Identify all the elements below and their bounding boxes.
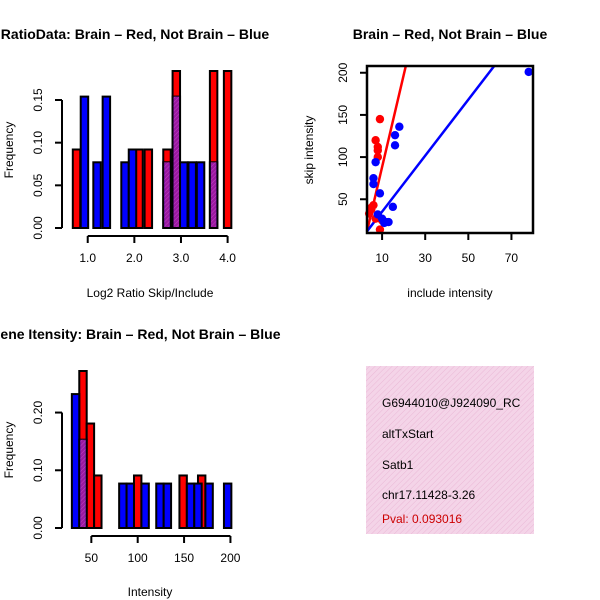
intensity-histogram-panel: Gene Itensity: Brain – Red, Not Brain – … xyxy=(0,326,281,599)
ratio_hist-brain-bar-6 xyxy=(222,70,233,229)
scatter-y-tick-label-3: 200 xyxy=(336,62,350,82)
intensity_hist-overlap-bar-0 xyxy=(80,439,86,527)
intensity_hist-brain-bar-2 xyxy=(93,474,103,530)
intensity_hist-brain-bar-1 xyxy=(85,422,96,529)
intensity-scatter-ylabel: skip intensity xyxy=(302,116,316,185)
ratio_hist-y-tick-label-0: 0.00 xyxy=(31,216,45,240)
intensity-scatter-xlabel: include intensity xyxy=(407,286,492,300)
info-gene-name: Satb1 xyxy=(382,458,414,472)
intensity_hist-y-tick-label-2: 0.20 xyxy=(31,401,45,425)
ratio-histogram-axes: 1.0 2.0 3.0 4.0 0.00 0.05 0.10 0.15 xyxy=(31,88,236,265)
intensity_hist-not-brain-bar-10 xyxy=(222,482,233,529)
intensity_hist-not-brain-bar-5 xyxy=(155,482,165,529)
ratio_hist-not-brain-bar-8 xyxy=(187,161,197,230)
intensity_hist-x-tick-label-0: 50 xyxy=(85,551,99,565)
intensity_hist-y-tick-label-0: 0.00 xyxy=(31,516,45,540)
scatter-y-tick-label-1: 100 xyxy=(336,147,350,167)
intensity_hist-not-brain-bar-9 xyxy=(204,482,214,529)
scatter-not-brain-point-12 xyxy=(395,122,404,131)
scatter-not-brain-point-9 xyxy=(388,202,398,212)
ratio-histogram-bars xyxy=(71,70,233,230)
intensity_hist-not-brain-bar-2 xyxy=(118,482,128,529)
scatter-x-tick-label-1: 30 xyxy=(419,251,433,265)
scatter-not-brain-fit-line xyxy=(366,65,496,233)
info-box: G6944010@J924090_RC altTxStart Satb1 chr… xyxy=(366,366,534,534)
scatter-not-brain-point-13 xyxy=(524,67,533,77)
scatter-not-brain-point-8 xyxy=(384,217,393,227)
ratio_hist-not-brain-bar-3 xyxy=(120,161,130,230)
info-event-type: altTxStart xyxy=(382,427,434,441)
intensity_hist-x-tick-label-1: 100 xyxy=(128,551,148,565)
intensity-histogram-title: Gene Itensity: Brain – Red, Not Brain – … xyxy=(0,326,281,342)
intensity-histogram-bars xyxy=(70,370,233,530)
intensity-scatter-title: Brain – Red, Not Brain – Blue xyxy=(353,26,548,42)
scatter-x-tick-label-3: 70 xyxy=(505,251,519,265)
scatter-not-brain-point-0 xyxy=(369,173,378,183)
ratio-histogram-xlabel: Log2 Ratio Skip/Include xyxy=(87,286,214,300)
ratio-histogram-panel: RatioData: Brain – Red, Not Brain – Blue… xyxy=(1,26,270,300)
scatter-x-tick-label-2: 50 xyxy=(462,251,476,265)
intensity_hist-y-tick-label-1: 0.10 xyxy=(31,458,45,482)
ratio_hist-not-brain-bar-9 xyxy=(195,161,206,230)
ratio_hist-y-tick-label-2: 0.10 xyxy=(31,131,45,155)
ratio_hist-not-brain-bar-0 xyxy=(79,95,90,229)
ratio_hist-y-tick-label-1: 0.05 xyxy=(31,173,45,197)
intensity-scatter-panel: Brain – Red, Not Brain – Blue 10 30 50 70 50… xyxy=(302,26,547,300)
intensity_hist-not-brain-bar-7 xyxy=(185,482,196,529)
ratio_hist-x-tick-label-1: 2.0 xyxy=(126,251,143,265)
intensity-scatter-axes: 10 30 50 70 50 100 150 200 xyxy=(336,62,535,265)
info-box-background xyxy=(366,366,534,534)
ratio_hist-y-tick-label-3: 0.15 xyxy=(31,88,45,112)
scatter-brain-point-8 xyxy=(373,142,382,152)
ratio_hist-not-brain-bar-1 xyxy=(92,161,102,230)
ratio_hist-not-brain-bar-2 xyxy=(101,95,112,229)
ratio_hist-x-tick-label-2: 3.0 xyxy=(173,251,190,265)
scatter-y-tick-label-0: 50 xyxy=(336,192,350,206)
ratio_hist-overlap-bar-4 xyxy=(173,96,180,227)
intensity_hist-not-brain-bar-4 xyxy=(140,482,150,529)
scatter-y-tick-label-2: 150 xyxy=(336,105,350,125)
scatter-not-brain-point-10 xyxy=(390,141,400,150)
scatter-not-brain-point-1 xyxy=(369,179,378,189)
intensity_hist-not-brain-bar-8 xyxy=(193,482,203,529)
intensity_hist-brain-bar-3 xyxy=(132,474,143,530)
intensity-histogram-xlabel: Intensity xyxy=(128,585,173,599)
intensity-histogram-ylabel: Frequency xyxy=(2,422,16,479)
intensity-histogram-axes: 50 100 150 200 0.00 0.10 0.20 xyxy=(31,401,241,565)
ratio_hist-brain-bar-0 xyxy=(71,148,82,229)
intensity_hist-x-tick-label-3: 200 xyxy=(220,551,240,565)
scatter-brain-point-10 xyxy=(375,225,385,234)
scatter-not-brain-point-4 xyxy=(375,189,385,198)
scatter-brain-point-3 xyxy=(369,200,378,210)
intensity_hist-brain-bar-4 xyxy=(178,474,188,530)
ratio_hist-not-brain-bar-7 xyxy=(179,161,189,230)
scatter-x-tick-label-0: 10 xyxy=(375,251,389,265)
ratio_hist-overlap-bar-5 xyxy=(210,162,217,227)
scatter-brain-point-9 xyxy=(375,114,385,124)
intensity-scatter-marks xyxy=(364,65,533,234)
scatter-not-brain-point-2 xyxy=(371,157,380,167)
ratio_hist-x-tick-label-0: 1.0 xyxy=(79,251,96,265)
ratio-histogram-title: RatioData: Brain – Red, Not Brain – Blue xyxy=(1,26,270,42)
info-pval: Pval: 0.093016 xyxy=(382,512,462,526)
scatter-plot-frame xyxy=(365,64,535,235)
ratio_hist-x-tick-label-3: 4.0 xyxy=(219,251,236,265)
scatter-not-brain-point-11 xyxy=(390,130,400,140)
intensity_hist-not-brain-bar-0 xyxy=(70,393,81,529)
ratio_hist-brain-bar-2 xyxy=(143,148,154,229)
intensity_hist-not-brain-bar-6 xyxy=(162,482,173,529)
intensity_hist-not-brain-bar-3 xyxy=(125,482,135,529)
info-location: chr17.11428-3.26 xyxy=(382,488,476,502)
info-probe-id: G6944010@J924090_RC xyxy=(382,396,521,410)
intensity_hist-x-tick-label-2: 150 xyxy=(174,551,194,565)
ratio-histogram-ylabel: Frequency xyxy=(2,122,16,179)
scatter-brain-point-5 xyxy=(371,136,380,145)
ratio_hist-overlap-bar-3 xyxy=(164,162,170,227)
ratio_hist-not-brain-bar-4 xyxy=(127,148,138,229)
